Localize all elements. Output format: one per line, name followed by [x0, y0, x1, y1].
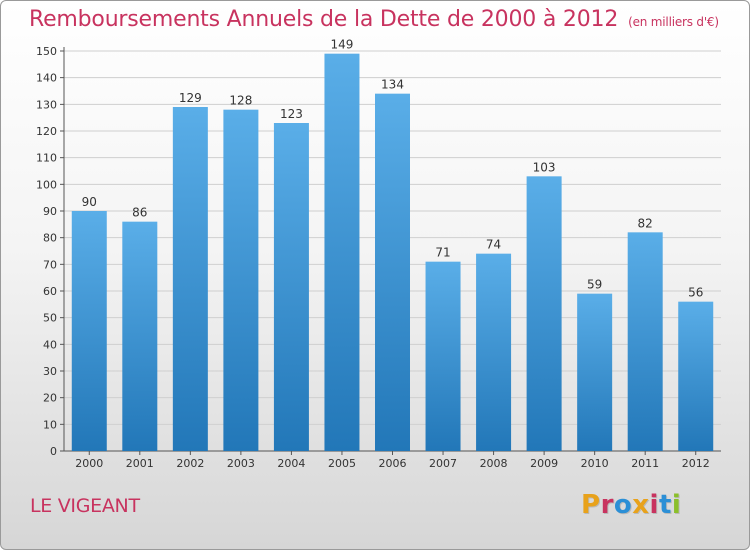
bars [71, 53, 714, 452]
bar-2008[interactable] [476, 253, 512, 451]
bar-2011[interactable] [627, 232, 663, 451]
bar-2010[interactable] [577, 293, 613, 451]
x-tick-label: 2002 [176, 457, 204, 470]
bar-2000[interactable] [71, 211, 107, 451]
x-tick-label: 2010 [581, 457, 609, 470]
axes: 0 10 20 30 40 50 60 70 80 90 100 110 120 130 140 150 200… [36, 45, 721, 470]
y-tick-label: 40 [43, 338, 57, 351]
y-tick-label: 30 [43, 365, 57, 378]
bar-2003[interactable] [223, 109, 259, 452]
chart-title: Remboursements Annuels de la Dette de 20… [29, 7, 719, 32]
y-tick-label: 110 [36, 152, 57, 165]
y-tick-label: 130 [36, 98, 57, 111]
y-tick-label: 60 [43, 285, 57, 298]
y-tick-label: 90 [43, 205, 57, 218]
data-labels: 90 86 129 128 123 149 134 71 74 103 59 82 56 [82, 38, 704, 300]
x-tick-label: 2004 [277, 457, 305, 470]
x-tick-label: 2006 [379, 457, 407, 470]
bar-2009[interactable] [526, 176, 562, 452]
logo-letter: P [581, 490, 601, 520]
y-tick-label: 0 [50, 445, 57, 458]
y-tick-label: 120 [36, 125, 57, 138]
x-tick-label: 2005 [328, 457, 356, 470]
bar-2004[interactable] [273, 123, 309, 451]
y-tick-label: 80 [43, 232, 57, 245]
x-tick-label: 2011 [631, 457, 659, 470]
data-label-2009: 103 [533, 160, 556, 174]
bar-2005[interactable] [324, 53, 360, 452]
title-unit: (en milliers d'€) [628, 15, 719, 29]
data-label-2004: 123 [280, 107, 303, 121]
x-tick-label: 2012 [682, 457, 710, 470]
data-label-2010: 59 [587, 278, 602, 292]
logo-letter: r [600, 490, 614, 520]
y-tick-label: 20 [43, 392, 57, 405]
y-tick-label: 150 [36, 45, 57, 58]
logo-letter: o [613, 490, 633, 520]
data-label-2000: 90 [82, 195, 97, 209]
bar-2001[interactable] [122, 221, 158, 451]
y-tick-label: 50 [43, 312, 57, 325]
data-label-2007: 71 [435, 246, 450, 260]
bar-2007[interactable] [425, 261, 461, 451]
y-tick-label: 100 [36, 178, 57, 191]
x-tick-label: 2000 [75, 457, 103, 470]
y-tick-label: 70 [43, 258, 57, 271]
proxiti-logo[interactable]: Proxiti [581, 490, 681, 520]
x-tick-label: 2008 [480, 457, 508, 470]
logo-letter: i [671, 490, 682, 520]
bar-2002[interactable] [172, 107, 208, 451]
y-tick-label: 140 [36, 72, 57, 85]
data-label-2003: 128 [229, 94, 252, 108]
data-label-2006: 134 [381, 78, 404, 92]
title-text: Remboursements Annuels de la Dette de 20… [29, 7, 619, 32]
commune-name: LE VIGEANT [30, 495, 140, 517]
x-tick-label: 2001 [126, 457, 154, 470]
x-tick-label: 2009 [530, 457, 558, 470]
x-tick-label: 2003 [227, 457, 255, 470]
x-tick-label: 2007 [429, 457, 457, 470]
bar-2012[interactable] [678, 301, 714, 451]
bar-2006[interactable] [375, 93, 410, 452]
logo-letter: t [658, 490, 672, 520]
data-label-2005: 149 [331, 38, 354, 52]
logo-letter: i [649, 490, 659, 520]
y-tick-label: 10 [43, 418, 57, 431]
data-label-2012: 56 [688, 286, 703, 300]
data-label-2001: 86 [132, 206, 147, 220]
data-label-2008: 74 [486, 238, 501, 252]
data-label-2011: 82 [638, 216, 653, 230]
data-label-2002: 129 [179, 91, 202, 105]
logo-letter: x [632, 490, 650, 520]
